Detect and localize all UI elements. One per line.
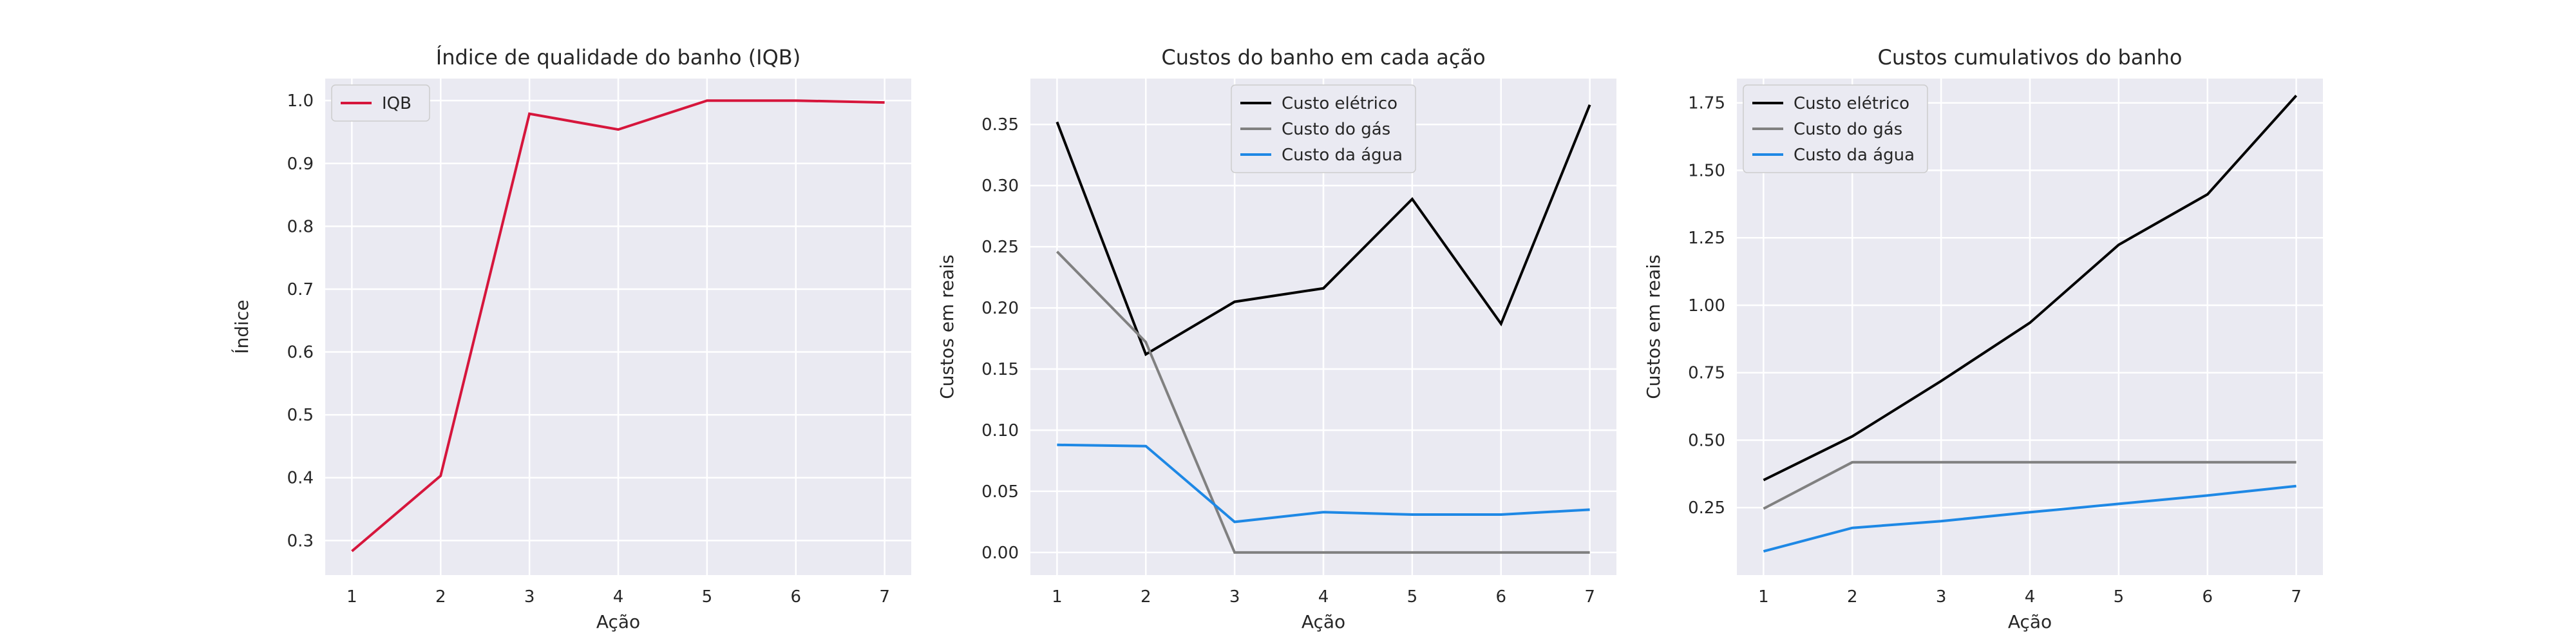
- x-tick-label: 1: [1052, 587, 1063, 607]
- y-axis-label: Custos em reais: [936, 254, 958, 399]
- chart-title: Índice de qualidade do banho (IQB): [436, 45, 800, 70]
- legend-label-3: Custo da água: [1794, 146, 1915, 165]
- x-tick-label: 4: [1318, 587, 1329, 607]
- series-line-2: [1763, 460, 2297, 510]
- series-line-3: [1763, 484, 2297, 553]
- y-tick-label: 0.4: [287, 469, 314, 488]
- x-tick-label: 6: [1495, 587, 1506, 607]
- chart-title: Custos do banho em cada ação: [1161, 45, 1485, 70]
- y-tick-label: 1.25: [1688, 229, 1725, 248]
- series-line-1: [1763, 95, 2298, 482]
- y-tick-label: 0.3: [287, 531, 314, 551]
- y-tick-label: 0.35: [981, 115, 1019, 135]
- x-tick-label: 6: [790, 587, 801, 607]
- y-tick-label: 1.0: [287, 91, 314, 111]
- x-axis-label: Ação: [2008, 611, 2052, 632]
- y-axis-label: Índice: [231, 299, 252, 354]
- y-tick-label: 0.00: [981, 544, 1019, 563]
- legend-box: [331, 84, 430, 122]
- y-tick-label: 0.7: [287, 280, 314, 299]
- series-line-1: [351, 99, 885, 553]
- y-tick-label: 0.9: [287, 155, 314, 174]
- y-tick-label: 1.00: [1688, 296, 1725, 316]
- x-tick-label: 4: [613, 587, 624, 607]
- x-tick-label: 3: [524, 587, 535, 607]
- legend-label-3: Custo da água: [1282, 146, 1403, 165]
- y-tick-label: 0.5: [287, 406, 314, 425]
- series-line-3: [1057, 443, 1590, 524]
- y-tick-label: 0.15: [981, 360, 1019, 379]
- x-tick-label: 1: [1758, 587, 1769, 607]
- x-tick-label: 5: [702, 587, 713, 607]
- y-tick-label: 0.75: [1688, 364, 1725, 383]
- y-axis-label: Custos em reais: [1643, 254, 1664, 399]
- legend: IQB: [331, 84, 430, 122]
- x-tick-label: 3: [1936, 587, 1947, 607]
- legend: Custo elétrico Custo do gás Custo da água: [1231, 84, 1416, 173]
- legend-label-1: Custo elétrico: [1282, 94, 1397, 113]
- y-tick-label: 0.8: [287, 217, 314, 236]
- x-tick-label: 2: [435, 587, 446, 607]
- x-tick-label: 3: [1229, 587, 1240, 607]
- x-tick-label: 7: [2291, 587, 2302, 607]
- legend-label-2: Custo do gás: [1794, 120, 1902, 139]
- x-tick-label: 2: [1141, 587, 1151, 607]
- chart-panel-3: 1 2 3 4 5 6 7 0.25 0.50 0.75 1.00 1.25 1.50 1.75 Custo…: [1643, 45, 2323, 632]
- legend: Custo elétrico Custo do gás Custo da água: [1743, 84, 1928, 173]
- legend-label-1: IQB: [382, 94, 412, 113]
- y-tick-label: 0.30: [981, 176, 1019, 196]
- series-line-1: [1056, 104, 1591, 357]
- y-tick-label: 0.20: [981, 299, 1019, 318]
- legend-box: [1743, 84, 1928, 173]
- chart-title: Custos cumulativos do banho: [1877, 45, 2182, 70]
- y-tick-label: 1.50: [1688, 161, 1725, 180]
- series-line-2: [1056, 251, 1590, 554]
- x-tick-label: 7: [1584, 587, 1595, 607]
- y-tick-label: 0.25: [981, 238, 1019, 257]
- x-tick-label: 6: [2202, 587, 2213, 607]
- x-tick-label: 5: [1407, 587, 1418, 607]
- x-tick-label: 2: [1847, 587, 1858, 607]
- legend-box: [1231, 84, 1416, 173]
- x-tick-label: 5: [2114, 587, 2125, 607]
- y-tick-label: 0.05: [981, 482, 1019, 502]
- x-tick-label: 7: [879, 587, 890, 607]
- x-tick-label: 1: [346, 587, 357, 607]
- y-tick-label: 0.50: [1688, 431, 1725, 450]
- legend-label-2: Custo do gás: [1282, 120, 1390, 139]
- y-tick-label: 1.75: [1688, 94, 1725, 113]
- y-tick-label: 0.10: [981, 421, 1019, 440]
- x-axis-label: Ação: [596, 611, 640, 632]
- x-axis-label: Ação: [1302, 611, 1345, 632]
- y-tick-label: 0.25: [1688, 498, 1725, 518]
- legend-label-1: Custo elétrico: [1794, 94, 1909, 113]
- y-tick-label: 0.6: [287, 343, 314, 363]
- x-tick-label: 4: [2025, 587, 2036, 607]
- chart-panel-1: 1 2 3 4 5 6 7 0.3 0.4 0.5 0.6 0.7 0.8 0.9 1.0 Índice de…: [231, 45, 911, 632]
- chart-panel-2: 1 2 3 4 5 6 7 0.00 0.05 0.10 0.15 0.20 0.25 0.30 0.35 C…: [936, 45, 1616, 632]
